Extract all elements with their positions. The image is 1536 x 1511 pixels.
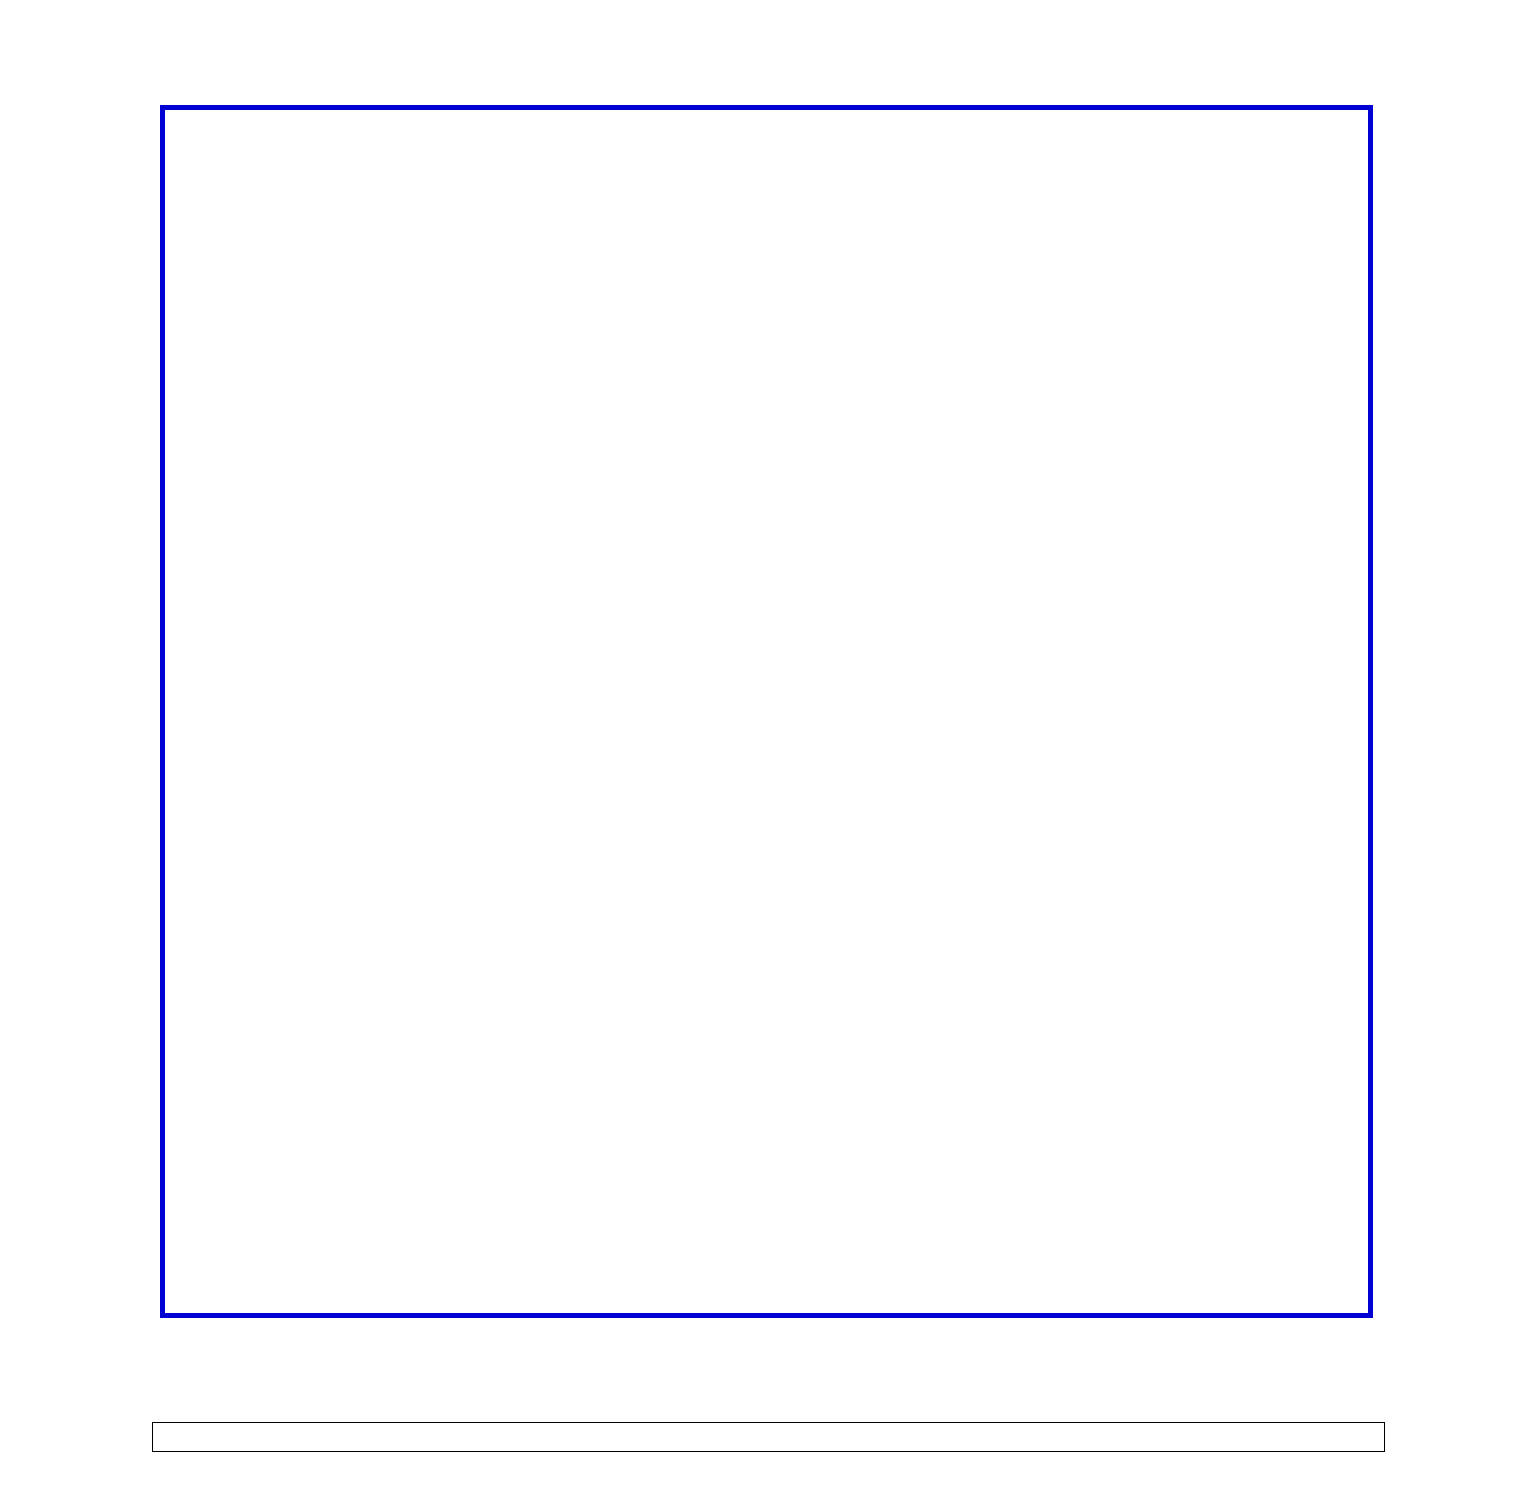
colorbar-gradient <box>152 1422 1385 1452</box>
crosshair-horizontal-line <box>0 0 1536 2</box>
crosshair-vertical-line <box>0 0 2 1418</box>
sky-map-image <box>165 110 1368 1313</box>
